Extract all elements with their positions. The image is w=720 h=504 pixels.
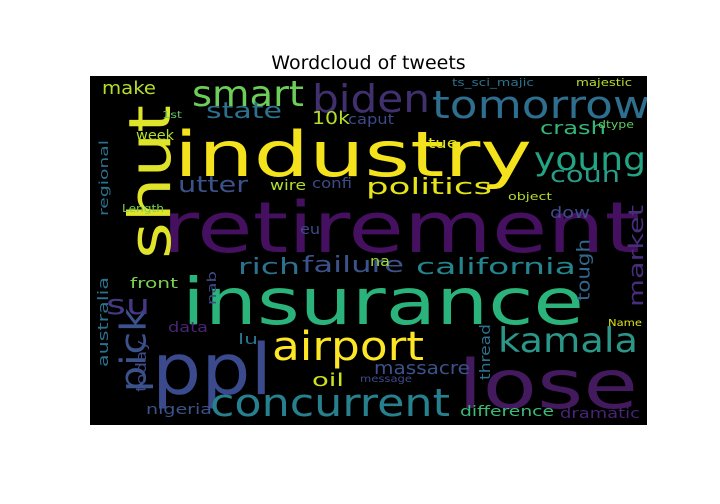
wordcloud-background (90, 76, 647, 425)
word-today: today (134, 340, 150, 392)
word-insurance: insurance (182, 266, 584, 340)
word-message: message (360, 374, 412, 385)
word-concurrent: concurrent (210, 381, 450, 425)
word-dow: dow (550, 203, 590, 222)
word-lu: lu (238, 332, 258, 348)
word-smart: smart (192, 76, 304, 115)
word-california: california (416, 255, 576, 280)
word-dramatic: dramatic (560, 406, 640, 422)
word-nab: nab (205, 271, 219, 305)
word-kamala: kamala (498, 321, 638, 361)
word-ppl: ppl (152, 329, 272, 411)
word-biden: biden (312, 77, 430, 121)
word-shut: shut (116, 105, 184, 259)
word-make: make (102, 78, 156, 99)
word-failure: failure (302, 253, 404, 278)
word-market: market (624, 205, 647, 307)
word-front: front (130, 276, 179, 292)
chart-title: Wordcloud of tweets (271, 52, 466, 74)
word-su: su (106, 288, 150, 321)
word-thread: thread (478, 324, 494, 380)
word-australia: australia (96, 277, 112, 367)
word-eu: eu (300, 222, 320, 238)
word-name: Name (608, 318, 642, 329)
word-rich: rich (238, 255, 300, 280)
word-length: Length (122, 202, 164, 215)
word-industry: industry (174, 118, 532, 191)
word-confi: confi (312, 176, 352, 192)
word-crash: crash (540, 118, 606, 139)
word-majestic: majestic (576, 76, 632, 89)
word-tough: tough (574, 239, 595, 301)
word-politics: politics (366, 175, 492, 200)
word-massacre: massacre (374, 358, 470, 379)
word-na: na (370, 254, 390, 270)
word-week: week (136, 128, 175, 144)
word-data: data (168, 320, 208, 336)
word-difference: difference (460, 404, 554, 420)
word-state: state (206, 99, 282, 124)
word-airport: airport (272, 324, 424, 370)
word-wire: wire (270, 178, 306, 194)
word-coun: coun (550, 163, 620, 188)
word-tomorrow: tomorrow (432, 83, 647, 127)
word-retirement: retirement (162, 187, 640, 269)
word-lose: lose (458, 346, 638, 425)
word-utter: utter (178, 173, 249, 198)
word-10k: 10k (312, 108, 351, 129)
word-ts-sci-majic: ts_sci_majic (452, 76, 534, 89)
word-pick: pick (114, 308, 155, 392)
word-young: young (534, 140, 646, 178)
word-caput: caput (348, 112, 395, 128)
word-nigeria: nigeria (146, 402, 212, 418)
word-regional: regional (97, 140, 111, 216)
word-oil: oil (312, 370, 344, 391)
word-object: object (508, 190, 553, 203)
word-dtype: dtype (598, 118, 634, 131)
word-tue: tue (428, 136, 458, 152)
word-1st: 1st (162, 110, 182, 121)
